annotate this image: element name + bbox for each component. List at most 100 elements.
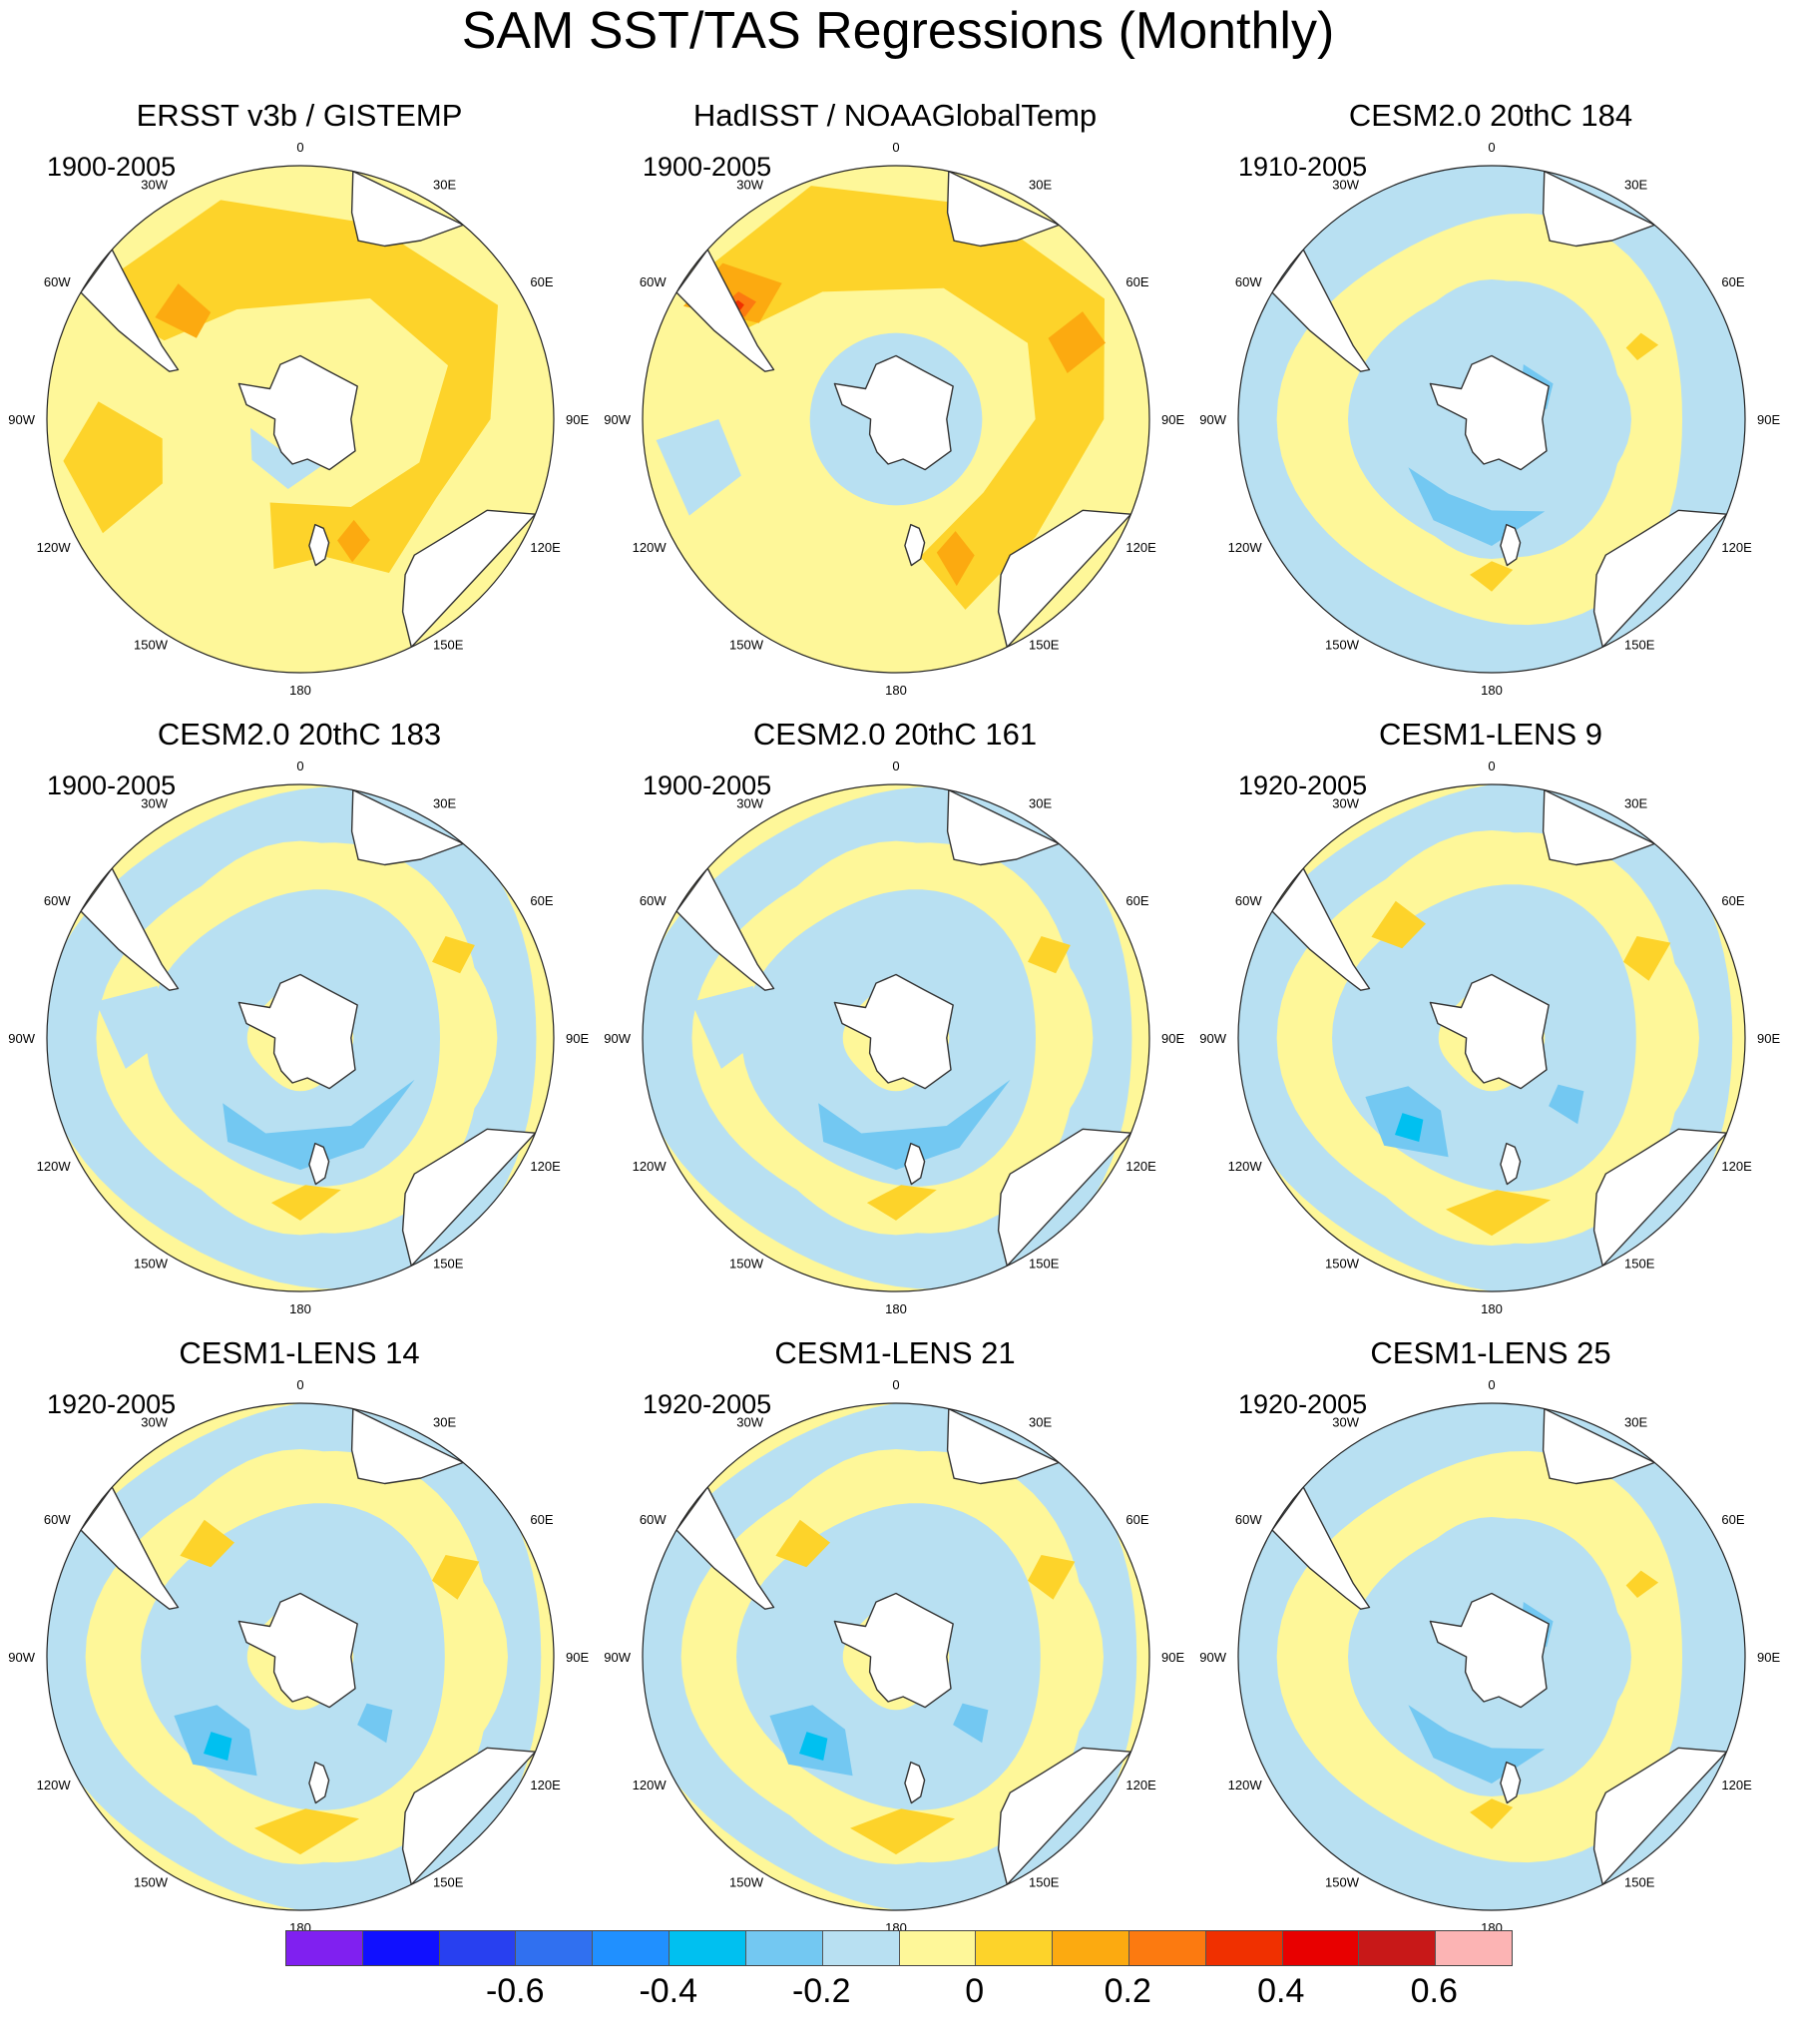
field-layer	[643, 166, 1149, 673]
longitude-label: 30W	[141, 1415, 168, 1430]
longitude-label: 150W	[729, 637, 764, 652]
map-boundary	[1237, 165, 1746, 674]
colorbar-tick-label: -0.6	[485, 1972, 545, 2010]
colorbar-tick-label: 0.6	[1410, 1972, 1458, 2010]
australia-landmass	[997, 1747, 1132, 1885]
panel-years: 1900-2005	[643, 152, 772, 182]
field-layer	[1238, 784, 1745, 1291]
panel-years: 1900-2005	[643, 770, 772, 800]
panel-title: HadISST / NOAAGlobalTemp	[692, 98, 1098, 133]
positive-field-nz	[1470, 561, 1514, 592]
longitude-label: 30W	[141, 178, 168, 193]
negative-field-core	[818, 1079, 1011, 1171]
map-boundary	[642, 783, 1150, 1292]
antarctica-landmass	[237, 973, 358, 1090]
field-layer	[47, 166, 554, 673]
colorbar-tick-label: -0.2	[791, 1972, 851, 2010]
longitude-label: 120W	[37, 540, 72, 555]
panel-title: CESM1-LENS 9	[1379, 717, 1602, 752]
map-panel: 0 30E 60E 90E 120E 150E 180 150W 120W 90W 60W 30W CE…	[0, 619, 599, 1316]
colorbar-box	[516, 1931, 594, 1965]
panel-years: 1920-2005	[1238, 1389, 1368, 1419]
panel-years: 1900-2005	[47, 152, 177, 182]
longitude-label: 120E	[530, 540, 561, 555]
field-layer	[643, 784, 1149, 1291]
longitude-label: 120E	[530, 1159, 561, 1174]
positive-field-indian	[1028, 1555, 1076, 1600]
positive-ring	[96, 842, 482, 1234]
map-boundary	[46, 1402, 555, 1911]
antarctica-landmass	[833, 1592, 954, 1709]
colorbar-tick-label: 0.4	[1257, 1972, 1305, 2010]
longitude-label: 120W	[633, 1778, 668, 1792]
antarctica-landmass	[1429, 1592, 1550, 1709]
longitude-label: 150W	[1325, 637, 1360, 652]
negative-ring	[741, 889, 1036, 1187]
field-layer	[1238, 166, 1745, 673]
australia-landmass	[997, 509, 1132, 648]
colorbar-box	[822, 1931, 900, 1965]
positive-field-indian	[1625, 1570, 1659, 1598]
south-america-landmass	[675, 867, 775, 991]
positive-field-nz	[270, 1185, 341, 1221]
longitude-label: 60W	[44, 1512, 71, 1527]
longitude-label: 120E	[1721, 1778, 1752, 1792]
negative-ring	[1348, 1518, 1622, 1795]
antarctica-landmass	[237, 1592, 358, 1709]
colorbar-box	[439, 1931, 517, 1965]
negative-ring	[1348, 280, 1622, 558]
antarctica-landmass	[1429, 354, 1550, 471]
longitude-label: 0	[296, 1377, 303, 1392]
longitude-label: 150E	[1029, 1256, 1060, 1271]
longitude-label: 30W	[1332, 796, 1359, 811]
strong-positive-field	[155, 283, 212, 338]
longitude-label: 150E	[1624, 1874, 1655, 1889]
longitude-label: 120W	[1228, 1159, 1263, 1174]
australia-landmass	[1592, 509, 1728, 648]
antarctica-landmass	[833, 354, 954, 471]
panel-title: CESM2.0 20thC 184	[1348, 98, 1633, 133]
longitude-label: 60W	[640, 1512, 667, 1527]
map-panel: 0 30E 60E 90E 120E 150E 180 150W 120W 90W 60W 30W CE…	[1191, 1238, 1790, 1935]
longitude-label: 120E	[1721, 1159, 1752, 1174]
map-boundary	[642, 165, 1150, 674]
australia-landmass	[401, 1747, 537, 1885]
longitude-label: 60W	[44, 274, 71, 289]
longitude-label: 60E	[1125, 274, 1148, 289]
longitude-label: 60W	[44, 893, 71, 908]
south-america-landmass	[80, 249, 180, 372]
longitude-label: 60W	[1235, 274, 1262, 289]
strong-negative-field	[1395, 1113, 1424, 1142]
longitude-label: 0	[296, 759, 303, 773]
longitude-label: 150W	[729, 1874, 764, 1889]
map-panel: 0 30E 60E 90E 120E 150E 180 150W 120W 90W 60W 30W CE…	[596, 619, 1194, 1316]
longitude-label: 30E	[433, 1415, 456, 1430]
panel-title: CESM1-LENS 14	[179, 1335, 420, 1370]
positive-field-indian	[1625, 332, 1659, 360]
panel-years: 1910-2005	[1238, 152, 1368, 182]
longitude-label: 180	[1481, 683, 1503, 698]
longitude-label: 120E	[1125, 1159, 1156, 1174]
longitude-label: 60W	[1235, 1512, 1262, 1527]
panel-title: CESM2.0 20thC 183	[157, 717, 442, 752]
longitude-label: 30W	[141, 796, 168, 811]
longitude-label: 180	[1481, 1301, 1503, 1316]
positive-field-nz	[850, 1808, 956, 1855]
longitude-label: 90W	[8, 1650, 35, 1665]
longitude-label: 120W	[37, 1159, 72, 1174]
longitude-label: 90W	[8, 1031, 35, 1046]
positive-field-nz	[254, 1808, 360, 1855]
longitude-label: 150W	[134, 1256, 169, 1271]
positive-field	[676, 186, 1105, 610]
australia-landmass	[1592, 1128, 1728, 1267]
field-layer	[643, 1403, 1149, 1910]
longitude-label: 90E	[1757, 1031, 1780, 1046]
map-panel: 0 30E 60E 90E 120E 150E 180 150W 120W 90W 60W 30W CE…	[1191, 619, 1790, 1316]
panel-title: ERSST v3b / GISTEMP	[136, 98, 463, 133]
longitude-label: 90W	[604, 1650, 631, 1665]
south-america-landmass	[80, 867, 180, 991]
